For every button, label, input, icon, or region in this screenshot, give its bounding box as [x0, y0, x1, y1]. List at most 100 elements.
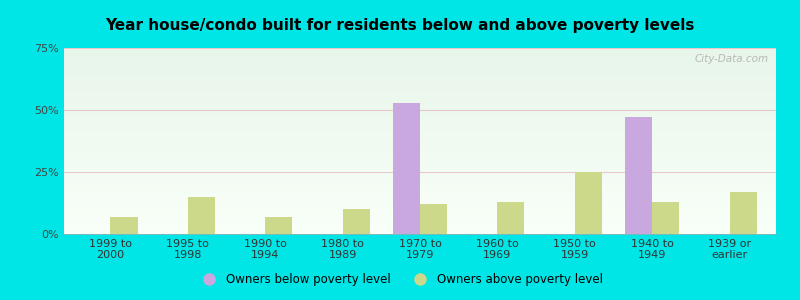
Bar	[64, 155, 776, 156]
Bar	[64, 150, 776, 151]
Bar	[64, 134, 776, 135]
Bar	[64, 157, 776, 158]
Bar	[625, 117, 652, 234]
Bar	[64, 149, 776, 150]
Bar	[64, 205, 776, 206]
Bar	[64, 160, 776, 161]
Bar	[64, 96, 776, 97]
Bar	[64, 125, 776, 126]
Bar	[64, 68, 776, 69]
Bar	[64, 189, 776, 190]
Bar	[64, 163, 776, 164]
Bar	[64, 190, 776, 191]
Bar	[64, 58, 776, 59]
Bar	[64, 64, 776, 65]
Bar	[64, 124, 776, 125]
Bar	[64, 54, 776, 55]
Bar	[64, 212, 776, 213]
Bar	[64, 177, 776, 178]
Bar	[64, 145, 776, 146]
Bar	[64, 225, 776, 226]
Bar	[64, 222, 776, 223]
Bar	[64, 158, 776, 159]
Bar	[64, 70, 776, 71]
Bar	[64, 144, 776, 145]
Bar	[64, 139, 776, 140]
Bar	[64, 218, 776, 219]
Bar	[64, 142, 776, 143]
Bar	[64, 147, 776, 148]
Bar	[64, 126, 776, 127]
Bar	[64, 115, 776, 116]
Bar	[64, 197, 776, 198]
Bar	[64, 224, 776, 225]
Bar	[64, 119, 776, 120]
Bar	[64, 57, 776, 58]
Bar	[64, 69, 776, 70]
Bar	[64, 210, 776, 211]
Bar	[64, 169, 776, 170]
Bar	[64, 135, 776, 136]
Bar	[64, 202, 776, 203]
Bar	[64, 121, 776, 122]
Bar	[64, 84, 776, 85]
Bar	[64, 91, 776, 92]
Bar	[64, 55, 776, 56]
Bar	[420, 204, 447, 234]
Bar	[64, 94, 776, 95]
Bar	[64, 232, 776, 233]
Bar	[64, 153, 776, 154]
Bar	[64, 162, 776, 163]
Bar	[64, 63, 776, 64]
Bar	[64, 77, 776, 78]
Bar	[64, 107, 776, 108]
Bar	[64, 188, 776, 189]
Bar	[64, 53, 776, 54]
Bar	[64, 82, 776, 83]
Bar	[64, 56, 776, 57]
Bar	[64, 67, 776, 68]
Bar	[64, 98, 776, 99]
Bar	[64, 195, 776, 196]
Bar	[64, 74, 776, 75]
Bar	[64, 93, 776, 94]
Bar	[64, 207, 776, 208]
Bar	[64, 183, 776, 184]
Legend: Owners below poverty level, Owners above poverty level: Owners below poverty level, Owners above…	[193, 269, 607, 291]
Bar	[64, 219, 776, 220]
Bar	[64, 154, 776, 155]
Bar	[64, 152, 776, 153]
Bar	[64, 213, 776, 214]
Bar	[64, 76, 776, 77]
Bar	[64, 71, 776, 72]
Bar	[64, 131, 776, 132]
Bar	[64, 130, 776, 131]
Bar	[342, 209, 370, 234]
Bar	[64, 103, 776, 104]
Bar	[266, 217, 292, 234]
Bar	[64, 78, 776, 79]
Bar	[64, 87, 776, 88]
Bar	[64, 220, 776, 221]
Bar	[64, 111, 776, 112]
Bar	[188, 197, 215, 234]
Bar	[64, 187, 776, 188]
Bar	[64, 173, 776, 175]
Bar	[64, 66, 776, 67]
Bar	[64, 181, 776, 182]
Bar	[64, 193, 776, 194]
Bar	[64, 192, 776, 193]
Bar	[64, 49, 776, 50]
Bar	[64, 85, 776, 86]
Bar	[64, 179, 776, 180]
Bar	[64, 186, 776, 187]
Bar	[64, 151, 776, 152]
Bar	[64, 221, 776, 222]
Bar	[64, 172, 776, 173]
Bar	[64, 122, 776, 123]
Bar	[64, 146, 776, 147]
Bar	[574, 172, 602, 234]
Bar	[64, 185, 776, 186]
Bar	[64, 170, 776, 171]
Bar	[64, 148, 776, 149]
